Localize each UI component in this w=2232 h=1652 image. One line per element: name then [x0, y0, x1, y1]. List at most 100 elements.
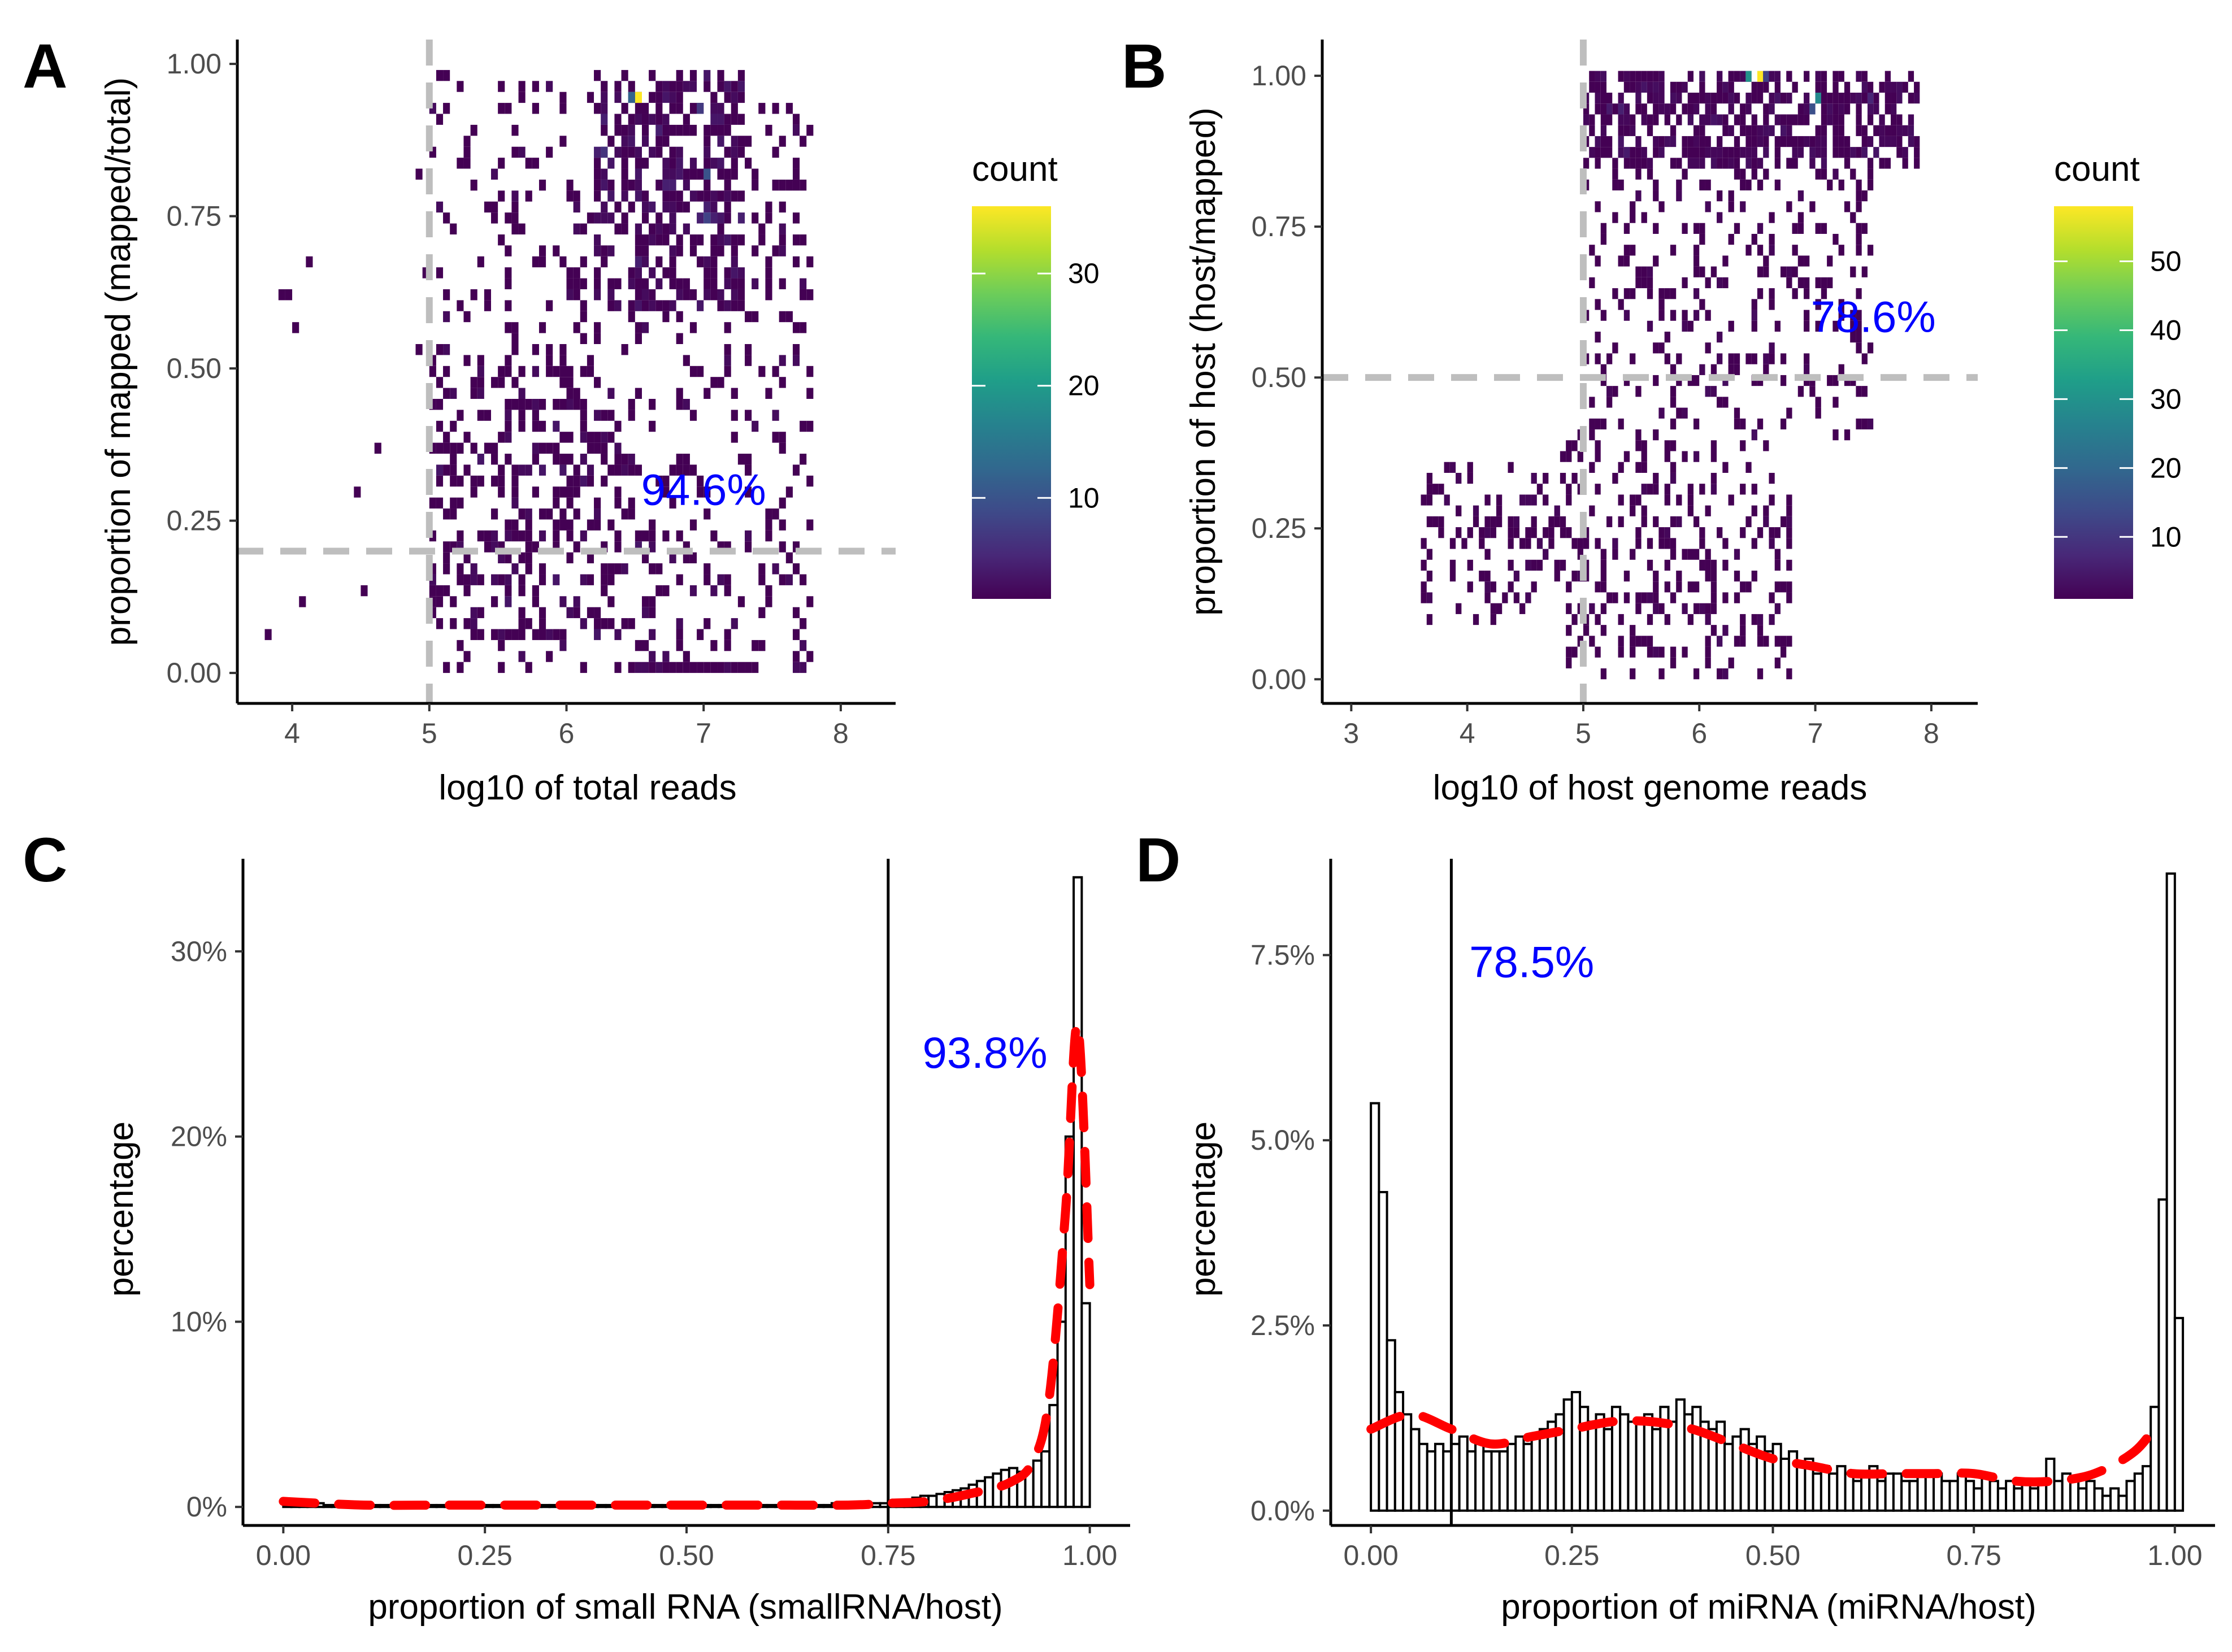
panel-a-cell	[559, 92, 567, 103]
panel-b-cell	[1734, 93, 1740, 104]
panel-b-cell	[1740, 103, 1746, 115]
panel-a-cell	[717, 103, 724, 114]
panel-b-cell	[1606, 93, 1613, 104]
panel-a-cell	[607, 563, 615, 575]
panel-b-cell	[1589, 505, 1595, 516]
panel-a-cell	[731, 388, 738, 399]
panel-a-cell	[518, 574, 526, 585]
panel-a-cell	[573, 508, 580, 520]
panel-b-cell	[1774, 320, 1781, 332]
panel-b-cell	[1745, 245, 1752, 256]
panel-a-cell	[745, 355, 752, 366]
panel-b-cell	[1670, 245, 1677, 256]
panel-d-histogram-bar	[1988, 1480, 1999, 1512]
panel-b-cell	[1676, 516, 1682, 528]
panel-b-cell	[1600, 549, 1607, 560]
panel-a-cell	[655, 124, 663, 136]
panel-d-histogram-bar	[1370, 1102, 1380, 1512]
panel-a-cells	[264, 69, 814, 673]
panel-a-cell	[463, 585, 471, 597]
panel-b-cell	[1658, 201, 1665, 212]
panel-b-cell	[1833, 320, 1839, 332]
panel-b-cell	[1618, 516, 1624, 528]
panel-a-cell	[463, 651, 471, 662]
panel-b-cell	[1717, 158, 1723, 169]
panel-a-cell	[566, 399, 574, 410]
panel-a-cell	[689, 322, 697, 333]
panel-a-cell	[745, 410, 752, 421]
panel-b-cell	[1856, 386, 1862, 397]
panel-b-cell	[1751, 93, 1757, 104]
panel-b-cell	[1734, 364, 1740, 375]
panel-a-cell	[649, 629, 656, 640]
panel-b-cell	[1850, 332, 1856, 343]
panel-d-histogram-bar	[1522, 1442, 1533, 1512]
panel-a-cell	[752, 311, 759, 323]
panel-b-cell	[1687, 93, 1693, 104]
panel-b-cell	[1710, 364, 1717, 375]
panel-a-cell	[779, 136, 786, 147]
panel-a-cell	[559, 464, 567, 476]
panel-a-cell	[498, 103, 505, 114]
panel-b-cell	[1647, 484, 1653, 495]
panel-b-cell	[1606, 136, 1613, 147]
panel-a-legend-tick-label: 30	[1068, 258, 1100, 289]
panel-a-cell	[532, 486, 539, 498]
panel-a-cell	[641, 212, 649, 224]
panel-a-cell	[580, 530, 587, 542]
panel-b-cell	[1432, 484, 1439, 495]
panel-b-cell	[1740, 484, 1746, 495]
panel-b-cell	[1757, 636, 1764, 647]
panel-b-x-axis-title: log10 of host genome reads	[1433, 768, 1868, 807]
panel-b-cell	[1705, 201, 1711, 212]
panel-b-cell	[1658, 668, 1665, 680]
panel-b-cell	[1867, 81, 1874, 93]
panel-a-cell	[785, 103, 793, 114]
panel-a-cell	[683, 278, 690, 289]
panel-a-cell	[662, 136, 670, 147]
panel-a-cell	[779, 223, 786, 234]
panel-b-cell	[1792, 223, 1798, 234]
panel-b-cell	[1699, 364, 1705, 375]
panel-b-cell	[1745, 103, 1752, 115]
panel-a-cell	[601, 442, 608, 454]
panel-b-cell	[1856, 233, 1862, 245]
panel-b-cell	[1734, 353, 1740, 364]
panel-c-x-axis-title: proportion of small RNA (smallRNA/host)	[368, 1588, 1002, 1627]
panel-a-cell	[635, 267, 642, 279]
panel-a-cell	[779, 541, 786, 553]
panel-b-cell	[1566, 494, 1572, 506]
panel-b-cell	[1612, 342, 1618, 354]
panel-c-histogram-bar	[435, 1503, 446, 1508]
panel-a-cell	[559, 519, 567, 531]
panel-b-cell	[1861, 125, 1868, 136]
panel-a-cell	[539, 574, 546, 585]
panel-a-cell	[800, 289, 807, 301]
panel-a-cell	[299, 596, 306, 607]
panel-b-cell	[1635, 158, 1642, 169]
panel-a-cell	[566, 289, 574, 301]
panel-a-cell	[518, 508, 526, 520]
panel-b-cell	[1635, 81, 1642, 93]
panel-a-cell	[457, 158, 464, 169]
panel-a-cell	[635, 300, 642, 311]
panel-a-cell	[614, 541, 622, 553]
panel-b-cell	[1658, 81, 1665, 93]
panel-b-cell	[1543, 472, 1549, 484]
panel-b-cell	[1687, 136, 1693, 147]
panel-a-cell	[724, 114, 731, 125]
panel-a-cell	[607, 432, 615, 443]
panel-a-cell	[765, 388, 772, 399]
panel-b-cell	[1426, 614, 1433, 625]
panel-a-cell	[546, 508, 553, 520]
panel-a-cell	[758, 640, 766, 651]
panel-b-cell	[1641, 505, 1647, 516]
panel-a-cell	[724, 267, 731, 279]
panel-b-cell	[1740, 527, 1746, 538]
panel-a-cell	[532, 420, 539, 432]
panel-b-cell	[1456, 505, 1462, 516]
panel-b-cell	[1722, 81, 1729, 93]
panel-a-cell	[676, 311, 683, 323]
panel-a-cell	[662, 475, 670, 487]
panel-a-cell	[594, 442, 601, 454]
